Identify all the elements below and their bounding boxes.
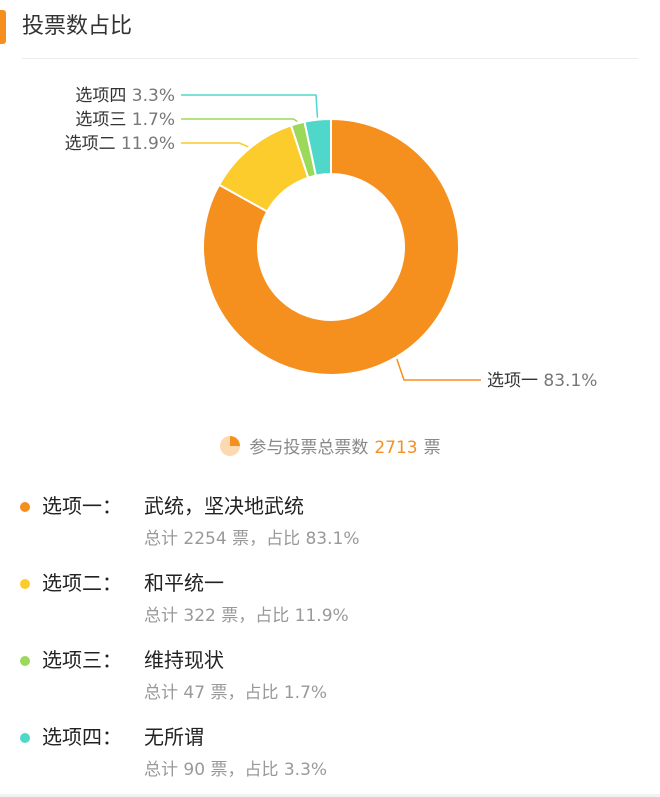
leader-line-1 <box>396 358 481 381</box>
legend-dot-icon <box>20 502 30 512</box>
option-text: 和平统一 <box>144 571 224 595</box>
option-item-2: 选项二： 和平统一 总计 322 票，占比 11.9% <box>0 563 660 640</box>
pie-slice-4 <box>303 117 332 177</box>
legend-dot-icon <box>20 733 30 743</box>
option-label: 选项二： <box>42 571 122 595</box>
divider <box>22 58 638 59</box>
option-text: 武统，坚决地武统 <box>144 494 304 518</box>
section-title: 投票数占比 <box>22 14 133 39</box>
option-label: 选项三： <box>42 648 122 672</box>
bottom-divider <box>0 794 660 797</box>
option-item-3: 选项三： 维持现状 总计 47 票，占比 1.7% <box>0 640 660 717</box>
total-value: 2713 <box>374 438 418 458</box>
total-votes: 参与投票总票数 2713 票 <box>0 434 660 462</box>
leader-line-3 <box>181 118 298 123</box>
slice-label-3: 选项三 1.7% <box>75 110 175 130</box>
option-label: 选项一： <box>42 494 122 518</box>
total-suffix: 票 <box>423 438 441 458</box>
pie-slice-1 <box>202 117 460 376</box>
slice-label-4: 选项四 3.3% <box>75 86 175 106</box>
slice-label-1: 选项一 83.1% <box>487 371 597 391</box>
option-text: 无所谓 <box>144 725 204 749</box>
option-stats: 总计 2254 票，占比 83.1% <box>144 529 360 549</box>
option-stats: 总计 47 票，占比 1.7% <box>144 683 328 703</box>
option-stats: 总计 90 票，占比 3.3% <box>144 760 328 780</box>
slice-label-2: 选项二 11.9% <box>65 134 175 154</box>
pie-chart-icon <box>220 436 241 456</box>
option-item-4: 选项四： 无所谓 总计 90 票，占比 3.3% <box>0 717 660 794</box>
leader-line-2 <box>181 142 249 148</box>
legend-dot-icon <box>20 656 30 666</box>
section-accent-bar <box>0 10 6 44</box>
option-list: 选项一： 武统，坚决地武统 总计 2254 票，占比 83.1% 选项二： 和平… <box>0 486 660 794</box>
option-stats: 总计 322 票，占比 11.9% <box>144 606 349 626</box>
donut-chart: 选项一 83.1% 选项二 11.9% 选项三 1.7% 选项四 3.3% <box>65 86 598 391</box>
total-prefix: 参与投票总票数 <box>249 438 369 458</box>
option-label: 选项四： <box>42 725 122 749</box>
option-item-1: 选项一： 武统，坚决地武统 总计 2254 票，占比 83.1% <box>0 486 660 563</box>
leader-line-4 <box>181 94 319 118</box>
legend-dot-icon <box>20 579 30 589</box>
option-text: 维持现状 <box>144 648 224 672</box>
